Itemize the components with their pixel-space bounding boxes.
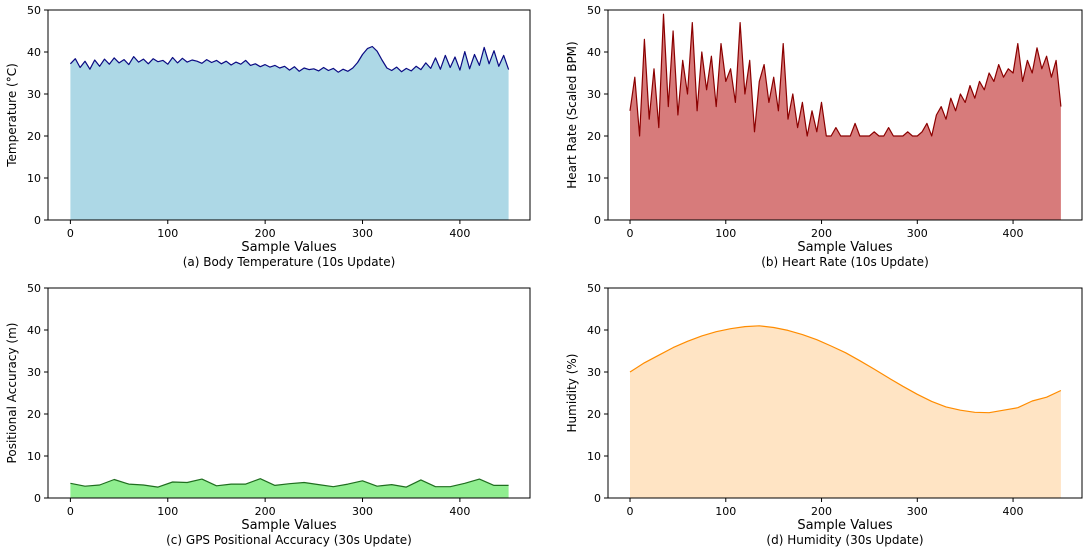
y-tick-label: 10	[587, 172, 601, 185]
series-area	[70, 46, 509, 220]
x-tick-label: 100	[157, 505, 178, 518]
y-tick-label: 40	[27, 46, 41, 59]
x-tick-label: 300	[907, 505, 928, 518]
x-axis-label: Sample Values	[797, 240, 893, 255]
x-tick-label: 0	[627, 505, 634, 518]
y-tick-label: 30	[587, 88, 601, 101]
series-line	[69, 45, 510, 73]
y-tick-label: 40	[587, 46, 601, 59]
x-tick-label: 300	[352, 227, 373, 240]
chart-title: (a) Body Temperature (10s Update)	[183, 255, 396, 269]
x-tick-label: 0	[627, 227, 634, 240]
y-axis-label: Heart Rate (Scaled BPM)	[565, 41, 579, 188]
y-tick-label: 20	[27, 130, 41, 143]
chart-panel: 0 10 20 30 40 50 0 100 200 300 400 Sample Values(b)…	[565, 4, 1083, 269]
plot-frame	[607, 287, 1083, 499]
y-axis-label: Humidity (%)	[565, 354, 579, 433]
x-axis-label: Sample Values	[241, 240, 337, 255]
x-tick-label: 400	[1003, 505, 1024, 518]
y-tick-label: 50	[587, 4, 601, 17]
y-tick-label: 0	[594, 214, 601, 227]
chart-panel: 0 10 20 30 40 50 0 100 200 300 400 Sample Values(c)…	[5, 282, 531, 547]
chart-panel: 0 10 20 30 40 50 0 100 200 300 400 Sample Values(a)…	[5, 4, 531, 269]
x-tick-label: 300	[907, 227, 928, 240]
x-tick-label: 100	[715, 227, 736, 240]
y-axis-label: Temperature (°C)	[5, 63, 19, 168]
x-tick-label: 200	[255, 227, 276, 240]
x-tick-label: 400	[1003, 227, 1024, 240]
x-tick-label: 400	[449, 227, 470, 240]
y-tick-label: 30	[27, 88, 41, 101]
x-tick-label: 200	[811, 227, 832, 240]
chart-title: (d) Humidity (30s Update)	[766, 533, 923, 547]
series-area	[630, 325, 1061, 498]
y-tick-label: 0	[34, 214, 41, 227]
x-tick-label: 100	[157, 227, 178, 240]
y-tick-label: 30	[27, 366, 41, 379]
plot-frame	[607, 9, 1083, 221]
y-tick-label: 0	[34, 492, 41, 505]
chart-title: (b) Heart Rate (10s Update)	[761, 255, 929, 269]
series-line	[629, 325, 1062, 414]
chart-panel: 0 10 20 30 40 50 0 100 200 300 400 Sample Values(d)…	[565, 282, 1083, 547]
y-tick-label: 40	[587, 324, 601, 337]
series-area	[70, 478, 509, 498]
plot-frame	[47, 9, 531, 221]
x-axis-label: Sample Values	[797, 518, 893, 533]
y-tick-label: 30	[587, 366, 601, 379]
x-tick-label: 400	[449, 505, 470, 518]
x-axis-label: Sample Values	[241, 518, 337, 533]
y-tick-label: 40	[27, 324, 41, 337]
y-tick-label: 10	[27, 172, 41, 185]
y-tick-label: 50	[587, 282, 601, 295]
y-tick-label: 20	[587, 408, 601, 421]
y-tick-label: 20	[587, 130, 601, 143]
y-tick-label: 10	[27, 450, 41, 463]
series-line	[70, 478, 509, 488]
plot-frame	[47, 287, 531, 499]
x-tick-label: 200	[811, 505, 832, 518]
y-tick-label: 50	[27, 282, 41, 295]
y-tick-label: 20	[27, 408, 41, 421]
chart-title: (c) GPS Positional Accuracy (30s Update)	[166, 533, 412, 547]
series-line	[629, 13, 1062, 137]
x-tick-label: 200	[255, 505, 276, 518]
y-tick-label: 0	[594, 492, 601, 505]
y-tick-label: 50	[27, 4, 41, 17]
y-axis-label: Positional Accuracy (m)	[5, 323, 19, 464]
y-tick-label: 10	[587, 450, 601, 463]
x-tick-label: 100	[715, 505, 736, 518]
x-tick-label: 0	[67, 505, 74, 518]
x-tick-label: 300	[352, 505, 373, 518]
series-area	[630, 14, 1061, 221]
x-tick-label: 0	[67, 227, 74, 240]
